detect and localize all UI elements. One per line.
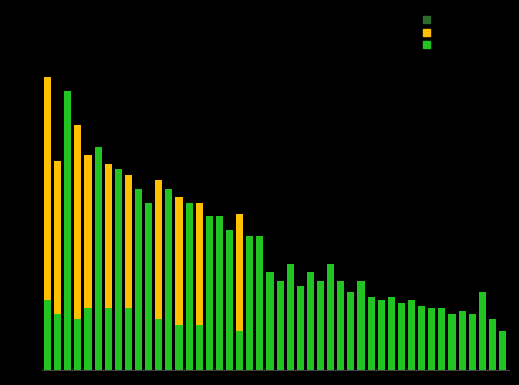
Bar	[388, 297, 395, 370]
Bar	[206, 216, 213, 370]
Bar	[135, 189, 142, 370]
Bar	[459, 311, 466, 370]
Bar	[105, 164, 112, 308]
Bar	[256, 236, 264, 370]
Bar	[175, 325, 183, 370]
Bar	[307, 272, 314, 370]
Bar	[448, 314, 456, 370]
Bar	[44, 300, 51, 370]
Bar	[439, 308, 445, 370]
Bar	[418, 306, 425, 370]
Bar	[74, 320, 81, 370]
Bar	[94, 147, 102, 370]
Bar	[85, 155, 91, 308]
Bar	[347, 292, 354, 370]
Bar	[145, 203, 152, 370]
Bar	[54, 314, 61, 370]
Bar	[125, 308, 132, 370]
Bar	[358, 281, 364, 370]
Bar	[378, 300, 385, 370]
Bar	[367, 297, 375, 370]
Bar	[186, 203, 193, 370]
Bar	[105, 308, 112, 370]
Bar	[64, 91, 71, 370]
Bar	[398, 303, 405, 370]
Bar	[74, 125, 81, 320]
Bar	[175, 197, 183, 325]
Bar	[286, 264, 294, 370]
Bar	[408, 300, 415, 370]
Bar	[54, 161, 61, 314]
Bar	[155, 180, 162, 320]
Bar	[236, 331, 243, 370]
Bar	[327, 264, 334, 370]
Bar	[166, 189, 172, 370]
Bar	[266, 272, 274, 370]
Bar	[125, 175, 132, 308]
Bar	[226, 230, 233, 370]
Bar	[216, 216, 223, 370]
Bar	[155, 320, 162, 370]
Bar	[246, 236, 253, 370]
Bar	[297, 286, 304, 370]
Bar	[236, 214, 243, 331]
Bar	[499, 331, 506, 370]
Bar	[115, 169, 122, 370]
Bar	[479, 292, 486, 370]
Legend: TIPS, Notes & Bonds, Bills: TIPS, Notes & Bonds, Bills	[423, 16, 499, 50]
Bar	[196, 203, 203, 325]
Bar	[469, 314, 476, 370]
Bar	[317, 281, 324, 370]
Bar	[85, 308, 91, 370]
Bar	[277, 281, 284, 370]
Bar	[44, 77, 51, 300]
Bar	[337, 281, 344, 370]
Bar	[428, 308, 435, 370]
Bar	[489, 320, 496, 370]
Bar	[196, 325, 203, 370]
